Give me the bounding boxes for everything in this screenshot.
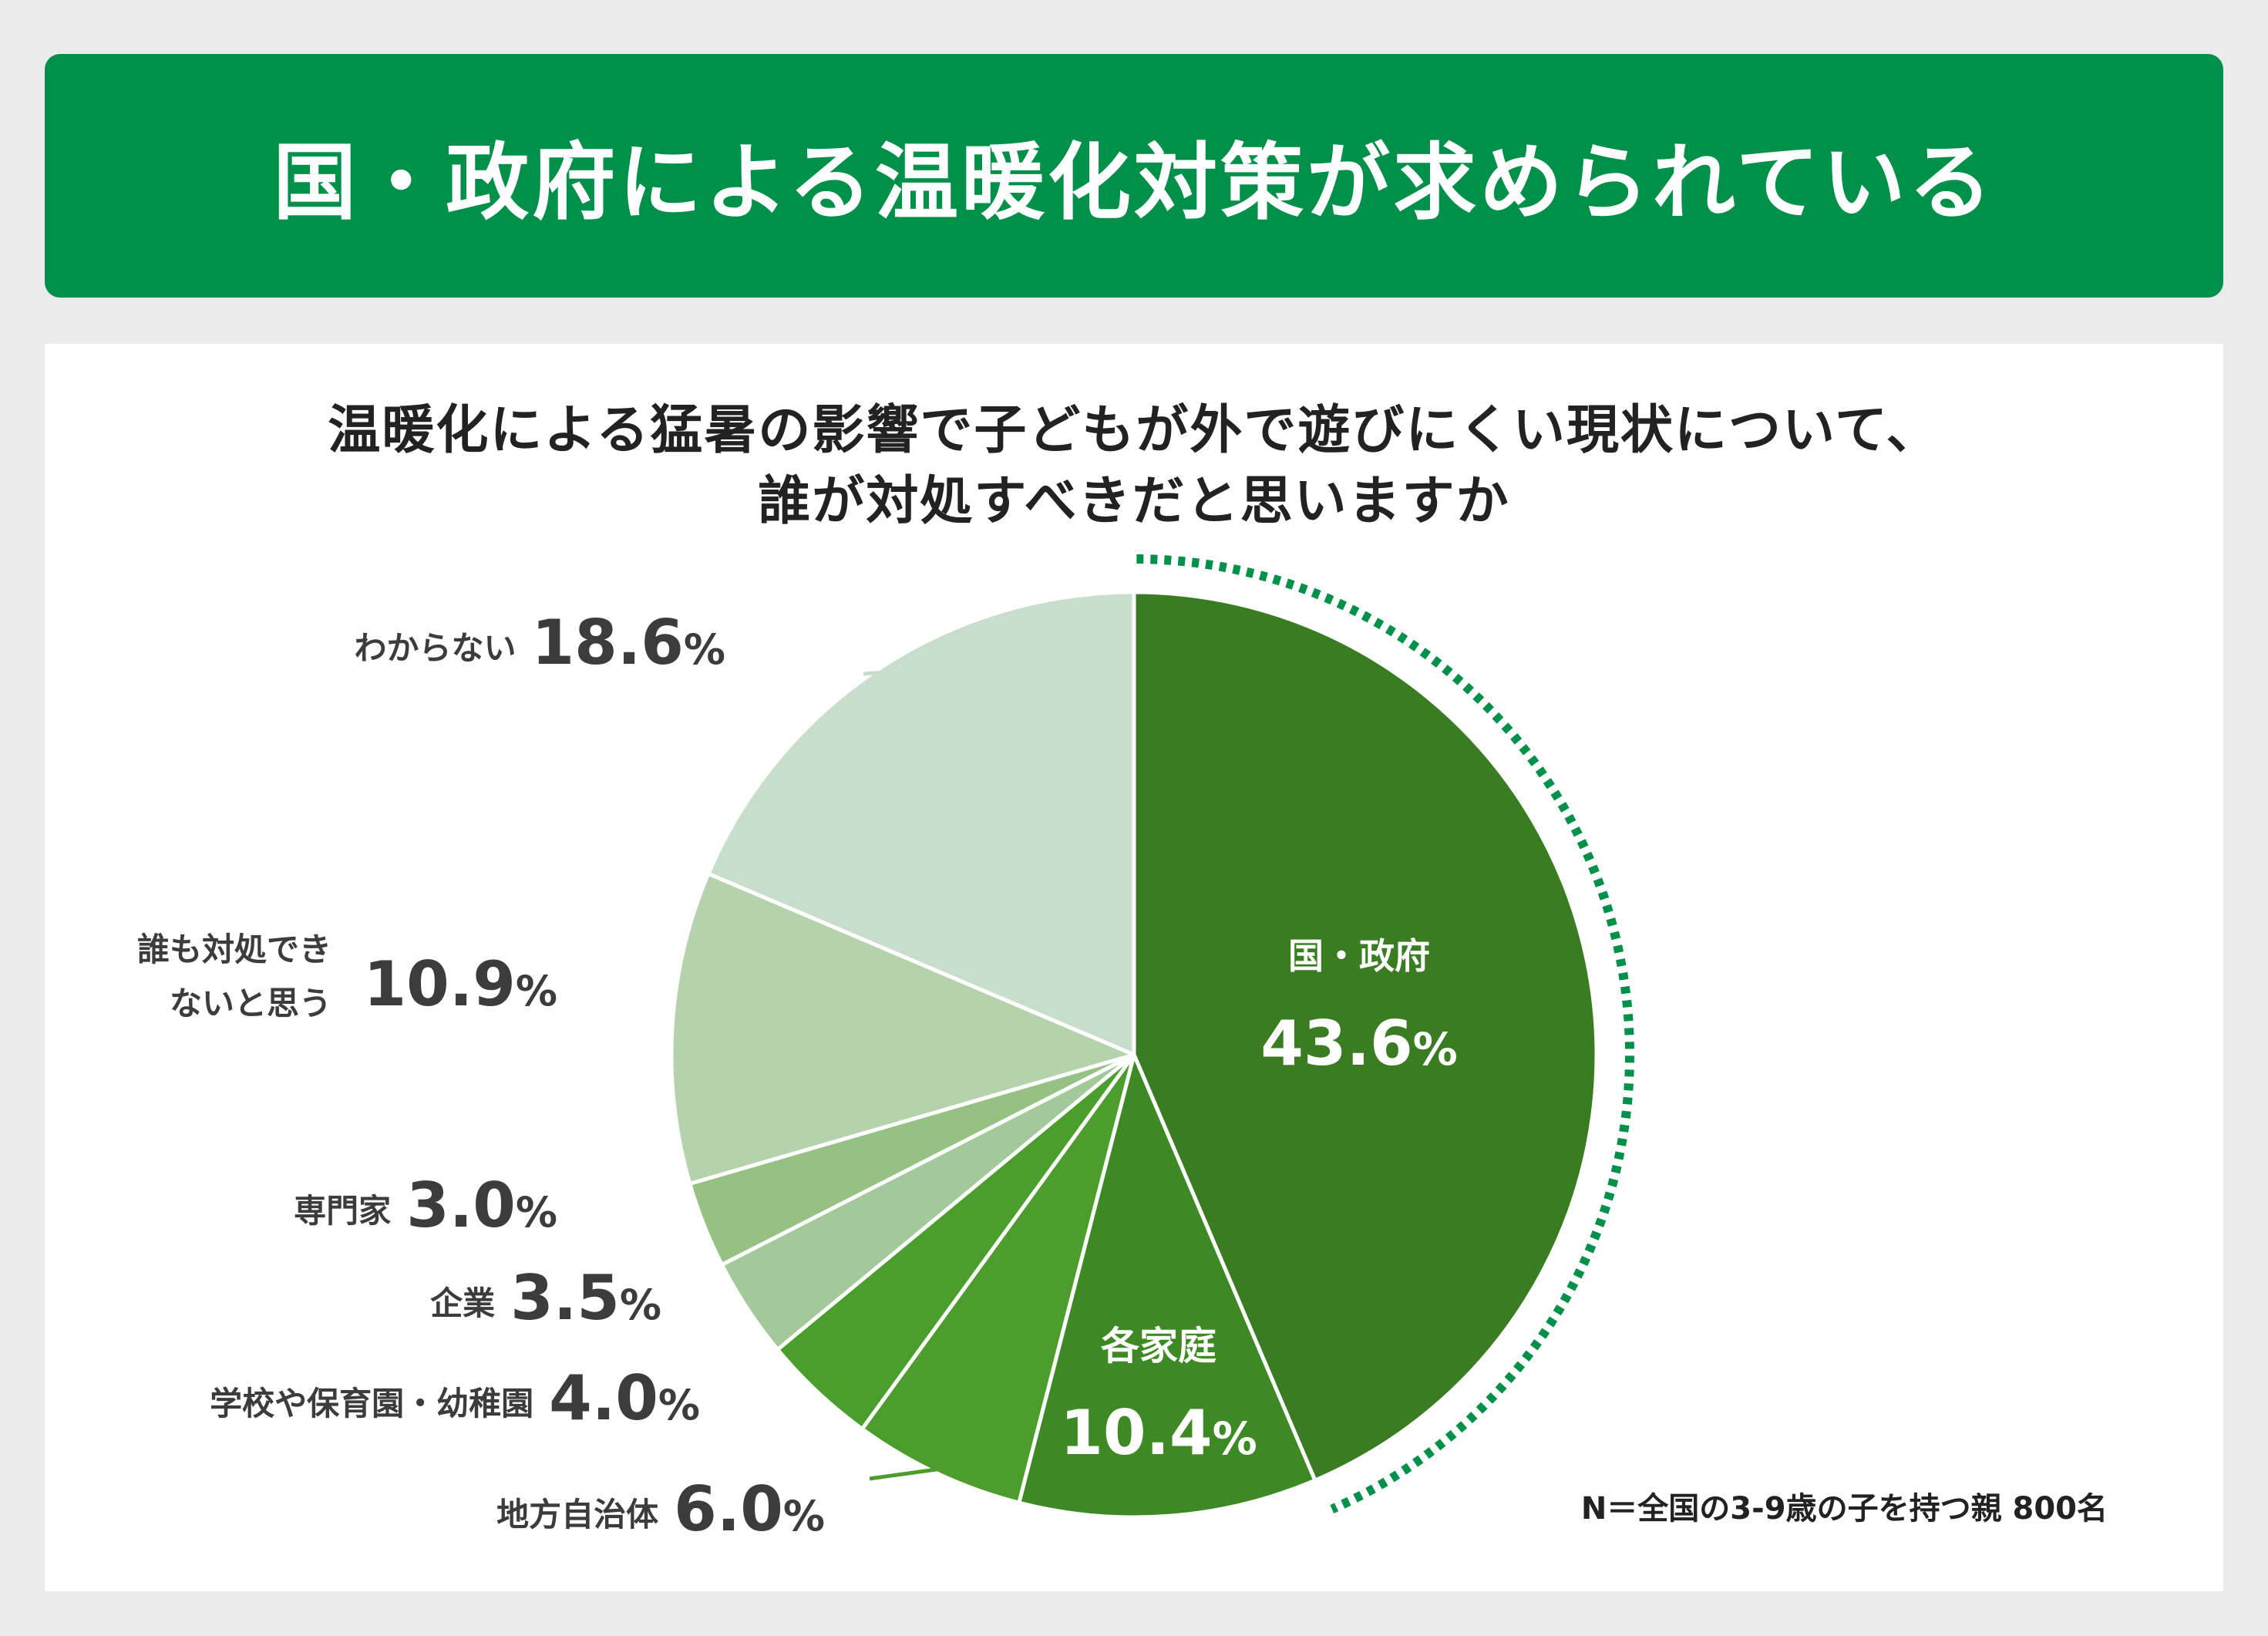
leader-line	[820, 1383, 847, 1391]
question-line-1: 温暖化による猛暑の影響で子どもが外で遊びにくい現状について、	[328, 400, 1940, 461]
slice-label: 各家庭	[1101, 1324, 1216, 1368]
pie-slice	[860, 1052, 1136, 1505]
slice-value-label: 10.4%	[1060, 1397, 1257, 1469]
title-banner: 国・政府による温暖化対策が求められている	[45, 54, 2223, 298]
slice-label: 国・政府	[1288, 935, 1430, 977]
slice-label: 地方自治体	[496, 1496, 658, 1533]
slice-label: 誰も対処でき	[137, 931, 331, 968]
leader-line	[676, 1007, 725, 1029]
slice-label: 専門家	[294, 1192, 391, 1230]
slice-value-label: 43.6%	[1260, 1008, 1458, 1079]
slice-label: ないと思う	[170, 985, 331, 1022]
pie-chart: 国・政府 43.6% 各家庭 10.4% 6.0% 地方自治体 4.0% 学校や保育園・幼稚園…	[137, 554, 1634, 1545]
slice-label: 学校や保育園・幼稚園	[210, 1385, 533, 1422]
chart-panel: 温暖化による猛暑の影響で子どもが外で遊びにくい現状について、 誰が対処すべきだと…	[45, 344, 2223, 1591]
question-line-2: 誰が対処すべきだと思いますか	[758, 471, 1510, 532]
banner-title: 国・政府による温暖化対策が求められている	[273, 135, 1995, 231]
slice-value-label: 3.0%	[406, 1170, 557, 1241]
leader-line	[751, 1304, 816, 1309]
leader-line	[863, 671, 882, 676]
highlight-dotted-ring	[1136, 554, 1634, 1513]
slice-label: わからない	[354, 629, 516, 667]
leader-line	[869, 1466, 940, 1481]
pie-slice	[1132, 590, 1599, 1483]
slice-value-label: 4.0%	[549, 1362, 700, 1434]
sample-footnote: N＝全国の3-9歳の子を持つ親 800名	[1580, 1491, 2108, 1527]
pie-slice	[1017, 1052, 1317, 1520]
slice-label: 企業	[430, 1284, 495, 1322]
slice-value-label: 3.5%	[510, 1262, 661, 1334]
pie-slice	[669, 871, 1136, 1186]
slice-value-label: 10.9%	[364, 948, 558, 1020]
leader-line	[708, 1218, 769, 1226]
slice-value-label: 6.0%	[674, 1473, 825, 1545]
pie-slice	[706, 590, 1136, 1057]
slice-value-label: 18.6%	[532, 607, 726, 678]
